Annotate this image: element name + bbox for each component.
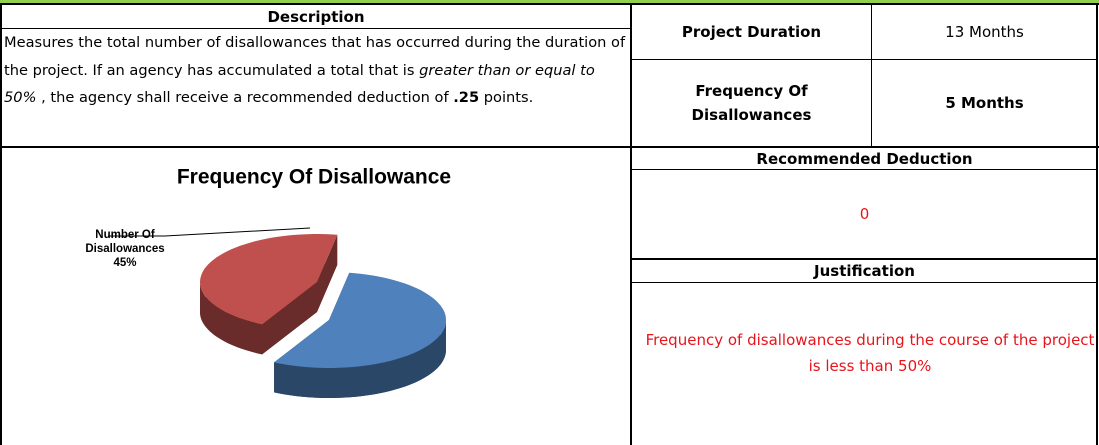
border	[630, 5, 632, 445]
description-header: Description	[0, 5, 632, 29]
border	[0, 146, 1099, 148]
slice-label-value: 45%	[113, 257, 137, 269]
summary-label: Project Duration	[632, 5, 872, 60]
justification-header: Justification	[632, 260, 1097, 283]
deduction-header: Recommended Deduction	[632, 148, 1097, 170]
leader-line	[108, 227, 311, 237]
slice-wall	[317, 234, 338, 312]
slice	[200, 234, 338, 325]
description-part: , the agency shall receive a recommended…	[36, 89, 454, 106]
summary-value: 5 Months	[945, 94, 1024, 112]
description-text: Measures the total number of disallowanc…	[4, 29, 628, 112]
description-part: points.	[479, 89, 534, 106]
summary-label: Frequency Of Disallowances	[632, 60, 872, 146]
top-bar	[0, 0, 1099, 5]
justification-text: Frequency of disallowances during the co…	[645, 331, 1095, 375]
chart-title: Frequency Of Disallowance	[177, 166, 451, 189]
pie-chart: Frequency Of Disallowance	[108, 166, 451, 398]
slice-label: Number Of Disallowances 45%	[60, 228, 190, 270]
border	[1096, 5, 1098, 445]
summary-value: 13 Months	[872, 5, 1097, 60]
slice-wall	[262, 282, 317, 355]
description-part: Measures the total number of disallowanc…	[4, 34, 626, 79]
deduction-value: 0	[632, 170, 1097, 260]
border	[0, 5, 2, 445]
slice-side	[200, 282, 263, 355]
slice-label-name: Number Of Disallowances	[85, 229, 165, 255]
slice-side	[274, 320, 446, 398]
description-part: .25	[453, 89, 480, 106]
slice	[274, 272, 446, 368]
description-part: greater than or equal to 50%	[4, 61, 595, 107]
